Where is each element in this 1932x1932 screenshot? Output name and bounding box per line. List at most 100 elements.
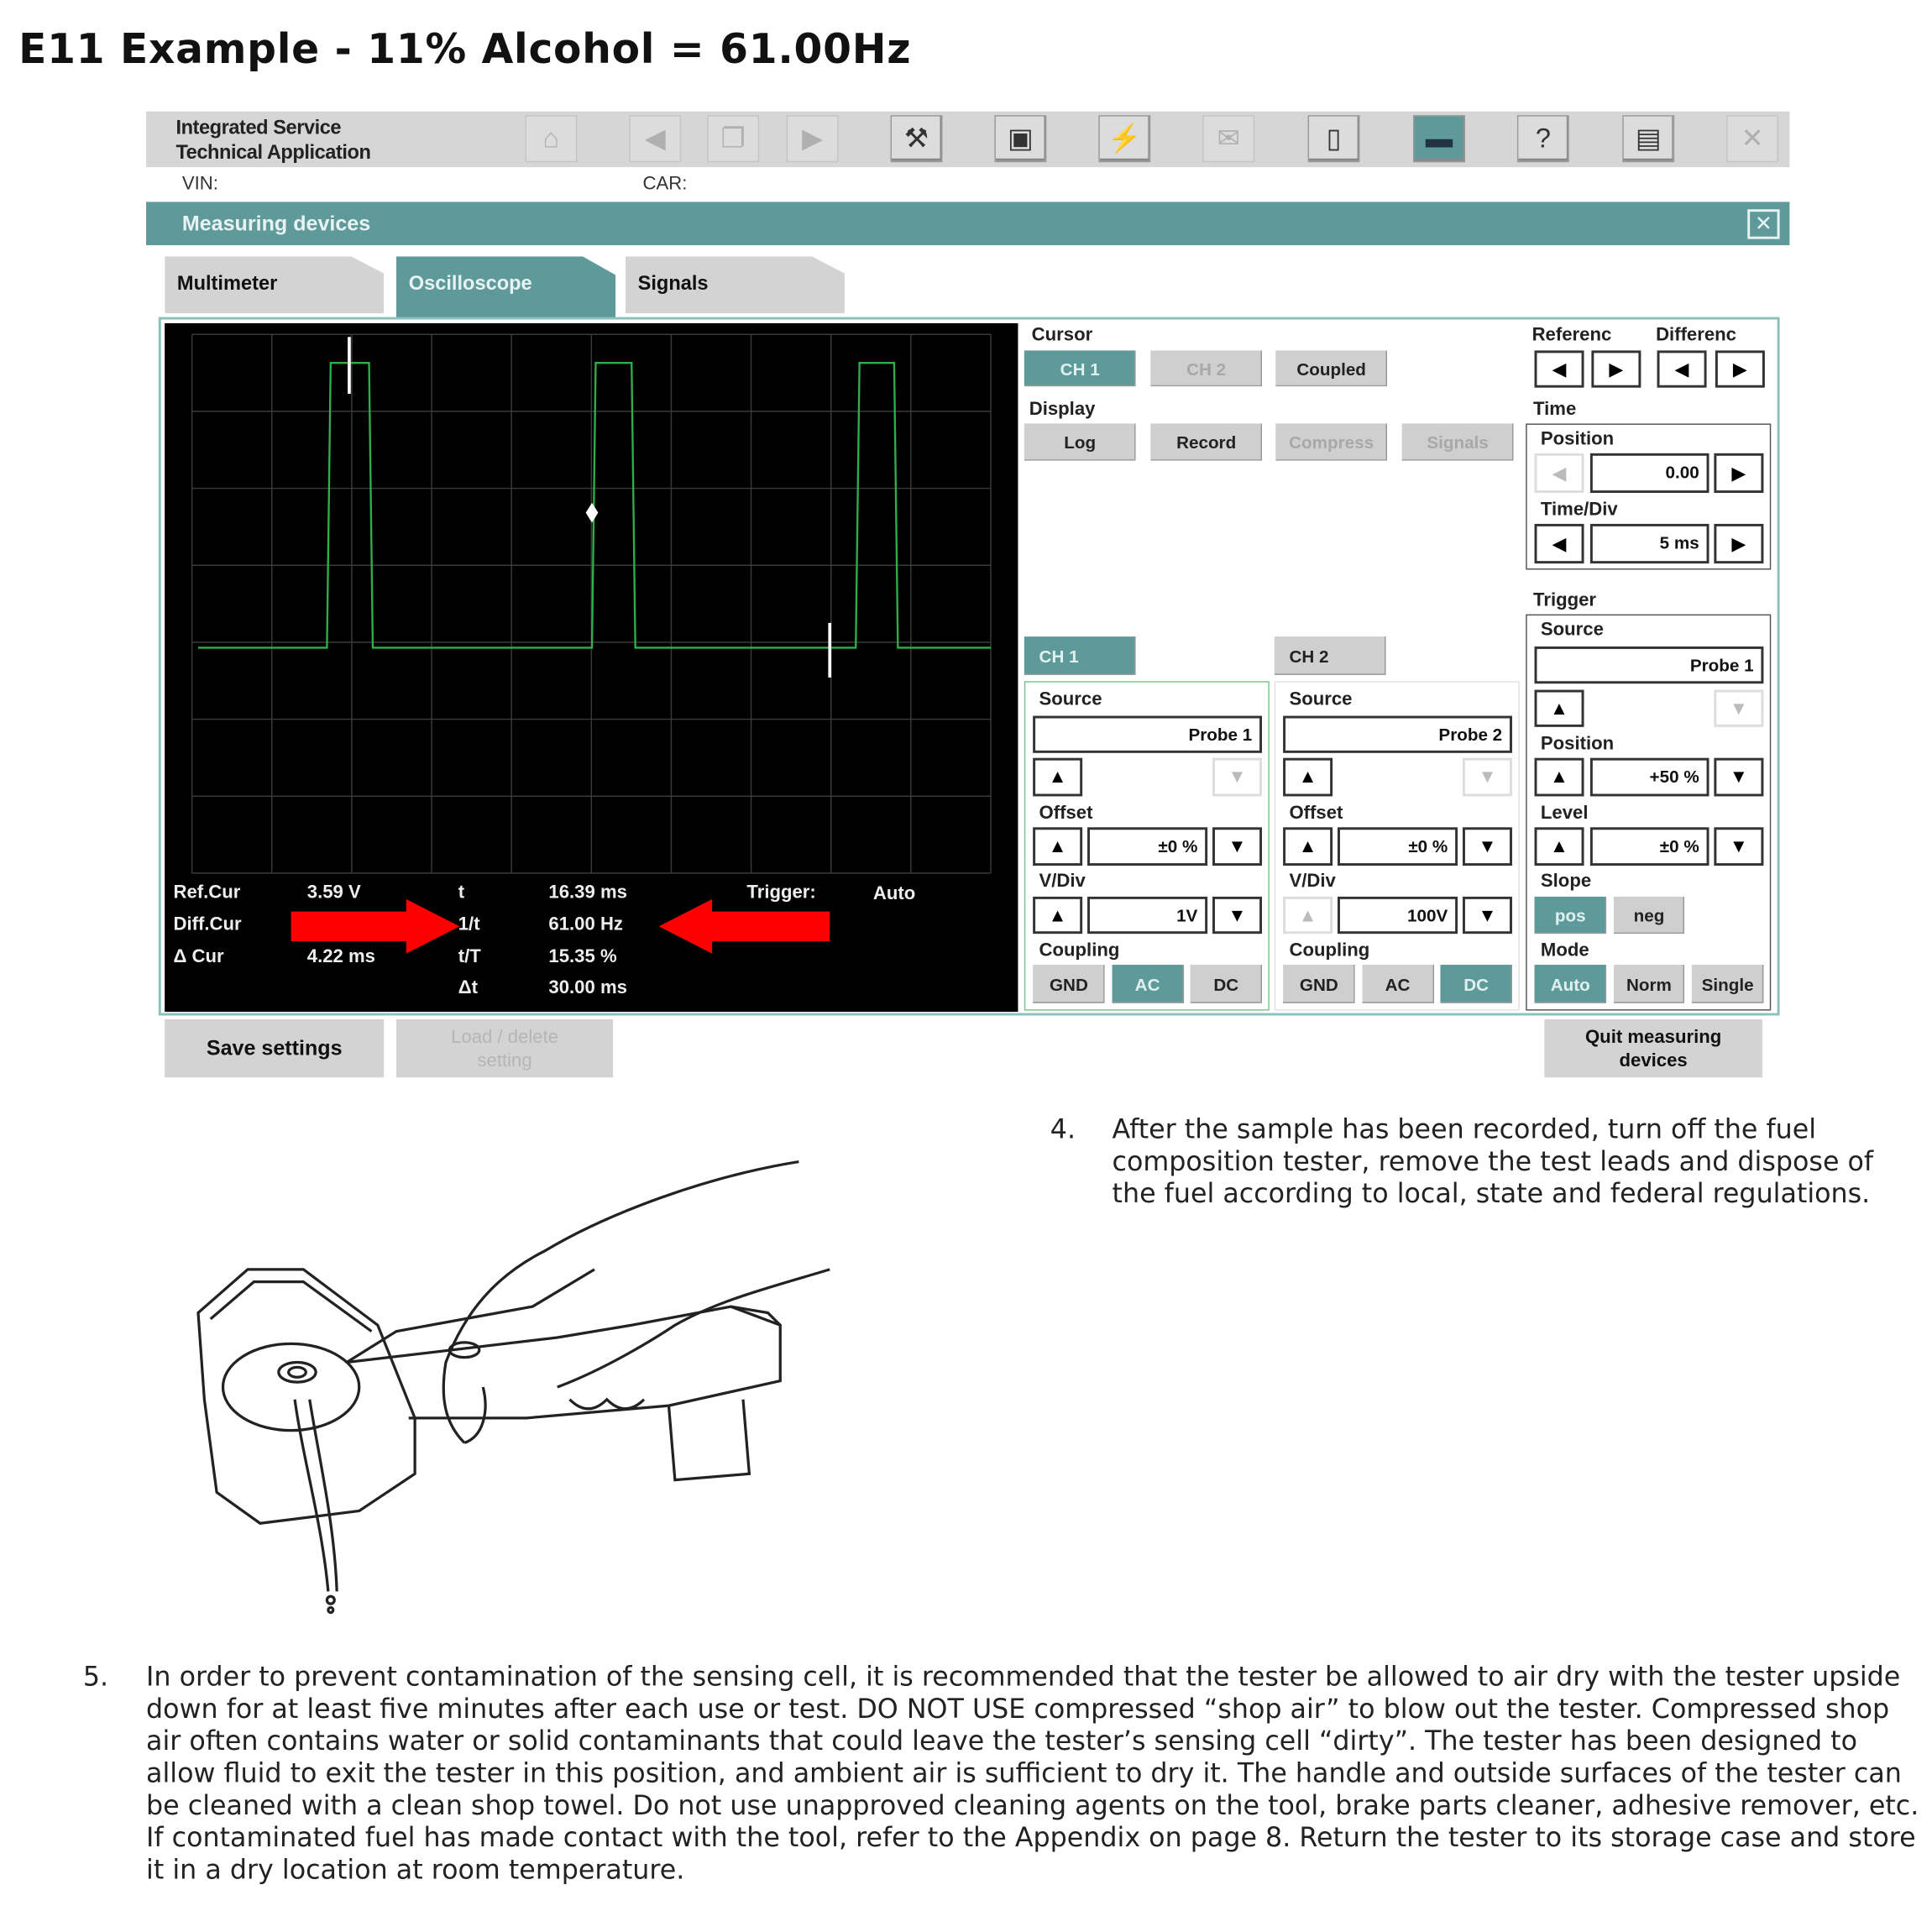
slope-label: Slope bbox=[1540, 870, 1592, 892]
mode-norm-button[interactable]: Norm bbox=[1613, 965, 1684, 1003]
ch1-source-down-button[interactable]: ▼ bbox=[1212, 757, 1263, 797]
ch2-vdiv-up-button[interactable]: ▲ bbox=[1283, 896, 1333, 935]
inv-t-label: 1/t bbox=[458, 914, 480, 935]
close-icon[interactable]: ✕ bbox=[1726, 115, 1779, 163]
timediv-field[interactable]: 5 ms bbox=[1589, 523, 1709, 564]
slope-neg-button[interactable]: neg bbox=[1613, 896, 1684, 935]
ch1-coupling-label: Coupling bbox=[1039, 940, 1120, 961]
slope-pos-button[interactable]: pos bbox=[1534, 896, 1607, 935]
load-delete-setting-button[interactable]: Load / delete setting bbox=[396, 1018, 614, 1078]
diff-cur-label: Diff.Cur bbox=[173, 914, 242, 935]
difference-right-button[interactable]: ▶ bbox=[1715, 350, 1765, 388]
trigger-group-label: Trigger bbox=[1533, 589, 1597, 611]
t-over-T-label: t/T bbox=[458, 945, 481, 967]
forward-icon[interactable]: ▶ bbox=[786, 115, 839, 163]
ch2-source-up-button[interactable]: ▲ bbox=[1283, 757, 1333, 797]
mode-auto-button[interactable]: Auto bbox=[1534, 965, 1607, 1003]
tab-oscilloscope[interactable]: Oscilloscope bbox=[396, 256, 616, 319]
trigger-position-up-button[interactable]: ▲ bbox=[1534, 757, 1584, 797]
help-icon[interactable]: ? bbox=[1516, 115, 1569, 163]
ch2-source-down-button[interactable]: ▼ bbox=[1462, 757, 1512, 797]
reference-right-button[interactable]: ▶ bbox=[1591, 350, 1641, 388]
trigger-position-down-button[interactable]: ▼ bbox=[1714, 757, 1764, 797]
trigger-source-field[interactable]: Probe 1 bbox=[1534, 646, 1764, 684]
trigger-level-down-button[interactable]: ▼ bbox=[1714, 827, 1764, 867]
time-position-left-button[interactable]: ◀ bbox=[1534, 453, 1584, 494]
difference-label: Differenc bbox=[1656, 324, 1736, 346]
ch1-waveform bbox=[198, 361, 992, 649]
ch2-vdiv-field[interactable]: 100V bbox=[1338, 896, 1458, 935]
tab-multimeter[interactable]: Multimeter bbox=[165, 256, 385, 314]
record-button[interactable]: Record bbox=[1150, 423, 1263, 461]
ch2-group bbox=[1274, 681, 1520, 1011]
car-label: CAR: bbox=[642, 173, 688, 195]
ch1-coupling-button[interactable]: AC bbox=[1111, 965, 1184, 1003]
time-position-right-button[interactable]: ▶ bbox=[1714, 453, 1764, 494]
ch2-source-field[interactable]: Probe 2 bbox=[1283, 715, 1512, 753]
ch1-vdiv-up-button[interactable]: ▲ bbox=[1033, 896, 1083, 935]
ch1-offset-up-button[interactable]: ▲ bbox=[1033, 827, 1083, 867]
measuring-devices-icon[interactable]: ▬ bbox=[1412, 115, 1465, 163]
ch2-offset-up-button[interactable]: ▲ bbox=[1283, 827, 1333, 867]
home-icon[interactable]: ⌂ bbox=[525, 115, 578, 163]
ch2-tab[interactable]: CH 2 bbox=[1274, 636, 1386, 675]
dialog-close-icon[interactable]: ✕ bbox=[1747, 209, 1780, 239]
wrench-icon[interactable]: ⚒ bbox=[890, 115, 943, 163]
tab-signals[interactable]: Signals bbox=[625, 256, 845, 314]
ch1-tab[interactable]: CH 1 bbox=[1024, 636, 1136, 675]
cursor-coupled-button[interactable]: Coupled bbox=[1275, 350, 1387, 387]
trigger-level-field[interactable]: ±0 % bbox=[1589, 827, 1709, 867]
step-4-number: 4. bbox=[1050, 1114, 1076, 1146]
log-button[interactable]: Log bbox=[1024, 423, 1136, 461]
ch2-coupling-button[interactable]: DC bbox=[1440, 965, 1512, 1003]
cursor-ch1-button[interactable]: CH 1 bbox=[1024, 350, 1136, 387]
ch1-source-field[interactable]: Probe 1 bbox=[1033, 715, 1263, 753]
trigger-source-up-button[interactable]: ▲ bbox=[1534, 689, 1584, 727]
difference-left-button[interactable]: ◀ bbox=[1657, 350, 1707, 388]
ch1-offset-down-button[interactable]: ▼ bbox=[1212, 827, 1263, 867]
reference-left-button[interactable]: ◀ bbox=[1534, 350, 1584, 388]
app-name-line1: Integrated Service bbox=[175, 118, 342, 139]
step-4-text: After the sample has been recorded, turn… bbox=[1112, 1114, 1874, 1211]
battery-icon[interactable]: ▯ bbox=[1307, 115, 1360, 163]
trigger-value: Auto bbox=[872, 882, 916, 904]
timediv-left-button[interactable]: ◀ bbox=[1534, 523, 1584, 564]
ch1-coupling-button[interactable]: GND bbox=[1033, 965, 1105, 1003]
trigger-position-field[interactable]: +50 % bbox=[1589, 757, 1709, 797]
ch2-coupling-label: Coupling bbox=[1289, 940, 1370, 961]
ch2-source-label: Source bbox=[1289, 689, 1353, 710]
ch1-vdiv-down-button[interactable]: ▼ bbox=[1212, 896, 1263, 935]
cursor-ch2-button[interactable]: CH 2 bbox=[1150, 350, 1263, 387]
connection-icon[interactable]: ⚡ bbox=[1098, 115, 1151, 163]
print-icon[interactable]: ▤ bbox=[1622, 115, 1675, 163]
ch2-vdiv-label: V/Div bbox=[1289, 870, 1336, 892]
documents-icon[interactable]: ❐ bbox=[707, 115, 760, 163]
back-icon[interactable]: ◀ bbox=[629, 115, 682, 163]
trigger-source-down-button[interactable]: ▼ bbox=[1714, 689, 1764, 727]
step-5-text: In order to prevent contamination of the… bbox=[146, 1662, 1919, 1887]
vehicle-data-icon[interactable]: ▣ bbox=[994, 115, 1047, 163]
inv-t-value: 61.00 Hz bbox=[548, 914, 623, 935]
quit-measuring-devices-button[interactable]: Quit measuring devices bbox=[1544, 1018, 1762, 1078]
ch1-source-up-button[interactable]: ▲ bbox=[1033, 757, 1083, 797]
signals-button[interactable]: Signals bbox=[1401, 423, 1514, 461]
compress-button[interactable]: Compress bbox=[1275, 423, 1387, 461]
save-settings-button[interactable]: Save settings bbox=[165, 1018, 385, 1078]
ch1-vdiv-field[interactable]: 1V bbox=[1087, 896, 1208, 935]
ch1-coupling-button[interactable]: DC bbox=[1190, 965, 1263, 1003]
ch2-offset-field[interactable]: ±0 % bbox=[1338, 827, 1458, 867]
mail-icon[interactable]: ✉ bbox=[1202, 115, 1255, 163]
ch1-offset-field[interactable]: ±0 % bbox=[1087, 827, 1208, 867]
ch2-offset-down-button[interactable]: ▼ bbox=[1462, 827, 1512, 867]
timediv-right-button[interactable]: ▶ bbox=[1714, 523, 1764, 564]
dialog-title: Measuring devices bbox=[181, 212, 371, 236]
ch2-coupling-button[interactable]: GND bbox=[1283, 965, 1355, 1003]
ref-cur-value: 3.59 V bbox=[306, 882, 361, 903]
dialog-titlebar: Measuring devices ✕ bbox=[146, 202, 1790, 246]
ch2-coupling-button[interactable]: AC bbox=[1361, 965, 1434, 1003]
time-position-field[interactable]: 0.00 bbox=[1589, 453, 1709, 494]
ch2-vdiv-down-button[interactable]: ▼ bbox=[1462, 896, 1512, 935]
trigger-level-up-button[interactable]: ▲ bbox=[1534, 827, 1584, 867]
mode-single-button[interactable]: Single bbox=[1691, 965, 1764, 1003]
mode-label: Mode bbox=[1540, 940, 1589, 961]
